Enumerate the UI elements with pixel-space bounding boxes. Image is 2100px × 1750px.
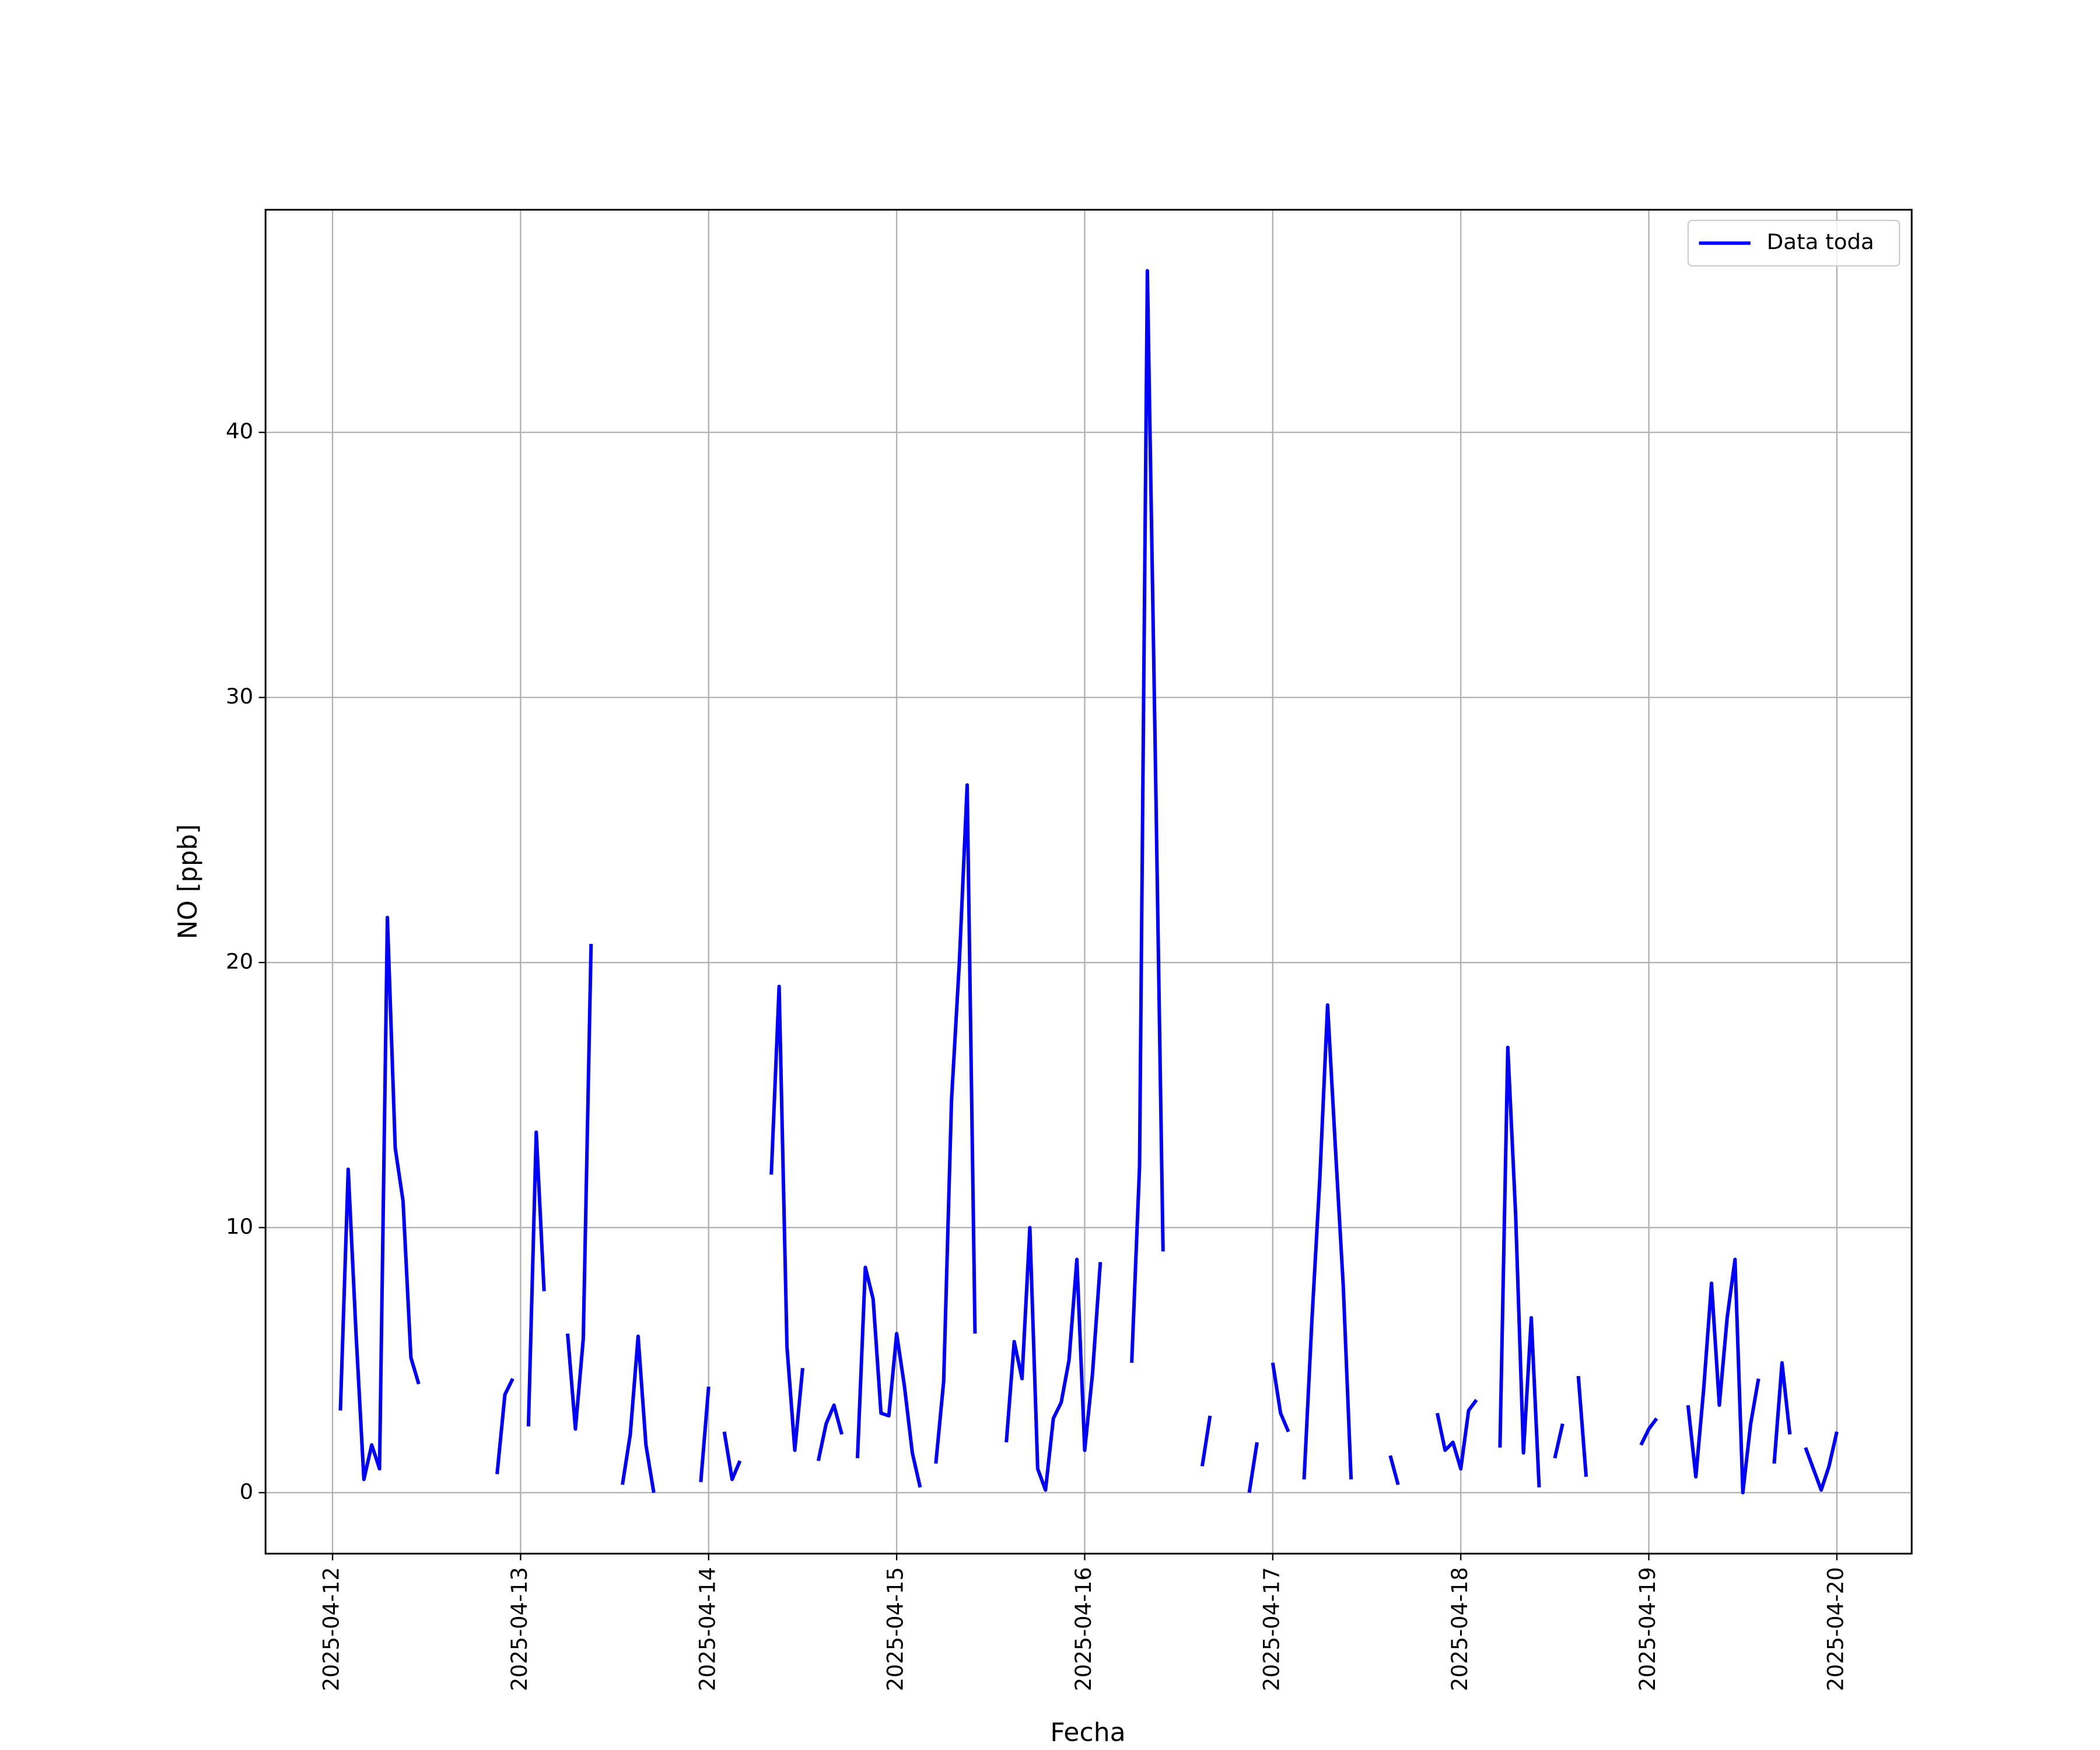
data-line [338,269,1839,1494]
y-tick-label: 0 [240,1479,254,1504]
x-tick-label: 2025-04-13 [507,1567,532,1691]
plot-frame [264,209,1913,1555]
legend: Data toda [1687,219,1901,267]
x-tick-label: 2025-04-20 [1823,1567,1848,1691]
x-tick-label: 2025-04-14 [695,1567,720,1691]
x-tick-label: 2025-04-16 [1071,1567,1096,1691]
y-tick-label: 30 [226,684,253,709]
y-tick-label: 10 [226,1214,253,1239]
y-tick-label: 20 [226,949,253,974]
x-tick-label: 2025-04-12 [318,1567,344,1691]
y-tick-label: 40 [226,419,253,444]
legend-box [1687,219,1901,267]
x-tick-label: 2025-04-15 [883,1567,908,1691]
x-tick-label: 2025-04-19 [1635,1567,1660,1691]
x-tick-label: 2025-04-18 [1447,1567,1472,1691]
legend-label: Data toda [1767,229,1874,254]
y-axis-label: NO [ppb] [173,824,203,939]
x-axis-label: Fecha [1050,1718,1125,1748]
x-tick-label: 2025-04-17 [1259,1567,1284,1691]
